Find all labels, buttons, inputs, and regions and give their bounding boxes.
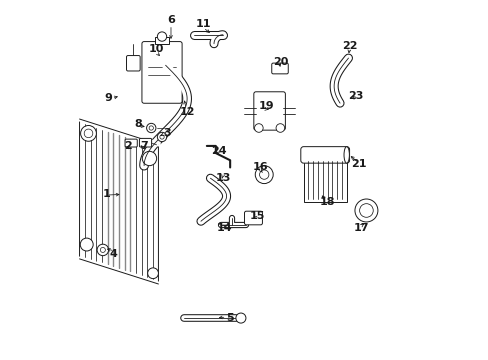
Text: 7: 7 [140, 141, 148, 151]
Text: 15: 15 [249, 211, 264, 221]
Circle shape [254, 124, 263, 132]
Text: 13: 13 [215, 173, 230, 183]
Text: 6: 6 [167, 15, 175, 26]
Circle shape [359, 204, 372, 217]
Circle shape [276, 124, 284, 132]
Text: 18: 18 [319, 197, 334, 207]
Circle shape [259, 170, 268, 179]
Circle shape [97, 244, 108, 256]
Bar [155, 37, 169, 44]
Circle shape [142, 151, 156, 166]
Circle shape [255, 166, 273, 184]
FancyBboxPatch shape [244, 211, 262, 225]
Text: 19: 19 [258, 102, 273, 112]
Text: 8: 8 [135, 120, 142, 129]
Circle shape [157, 132, 166, 141]
Text: 14: 14 [217, 224, 232, 233]
Circle shape [84, 129, 93, 138]
Circle shape [100, 247, 105, 252]
Text: 24: 24 [211, 146, 227, 156]
Ellipse shape [344, 147, 349, 163]
FancyBboxPatch shape [142, 41, 182, 103]
Circle shape [354, 199, 377, 222]
Text: 3: 3 [163, 129, 171, 138]
FancyBboxPatch shape [300, 147, 349, 163]
Text: 20: 20 [272, 57, 287, 67]
Text: 16: 16 [252, 162, 268, 172]
Text: 17: 17 [352, 224, 368, 233]
Circle shape [146, 123, 156, 133]
Circle shape [160, 135, 164, 139]
Bar [303, 158, 346, 202]
Polygon shape [80, 119, 158, 284]
Circle shape [147, 268, 158, 279]
FancyBboxPatch shape [271, 63, 287, 74]
Text: 5: 5 [226, 313, 233, 323]
FancyBboxPatch shape [125, 139, 137, 147]
FancyBboxPatch shape [126, 55, 140, 71]
Circle shape [149, 126, 153, 130]
Circle shape [235, 313, 245, 323]
Text: 10: 10 [149, 44, 164, 54]
Text: 9: 9 [104, 93, 112, 103]
Text: 11: 11 [195, 19, 211, 29]
FancyBboxPatch shape [253, 92, 285, 130]
Text: 22: 22 [342, 41, 357, 50]
FancyBboxPatch shape [139, 138, 151, 147]
Text: 23: 23 [347, 91, 363, 101]
Circle shape [80, 238, 93, 251]
Circle shape [157, 32, 166, 41]
Text: 2: 2 [124, 141, 132, 151]
Text: 12: 12 [179, 107, 195, 117]
Text: 1: 1 [102, 189, 110, 199]
Text: 21: 21 [351, 159, 366, 169]
Text: 4: 4 [109, 248, 117, 258]
Circle shape [81, 126, 96, 141]
